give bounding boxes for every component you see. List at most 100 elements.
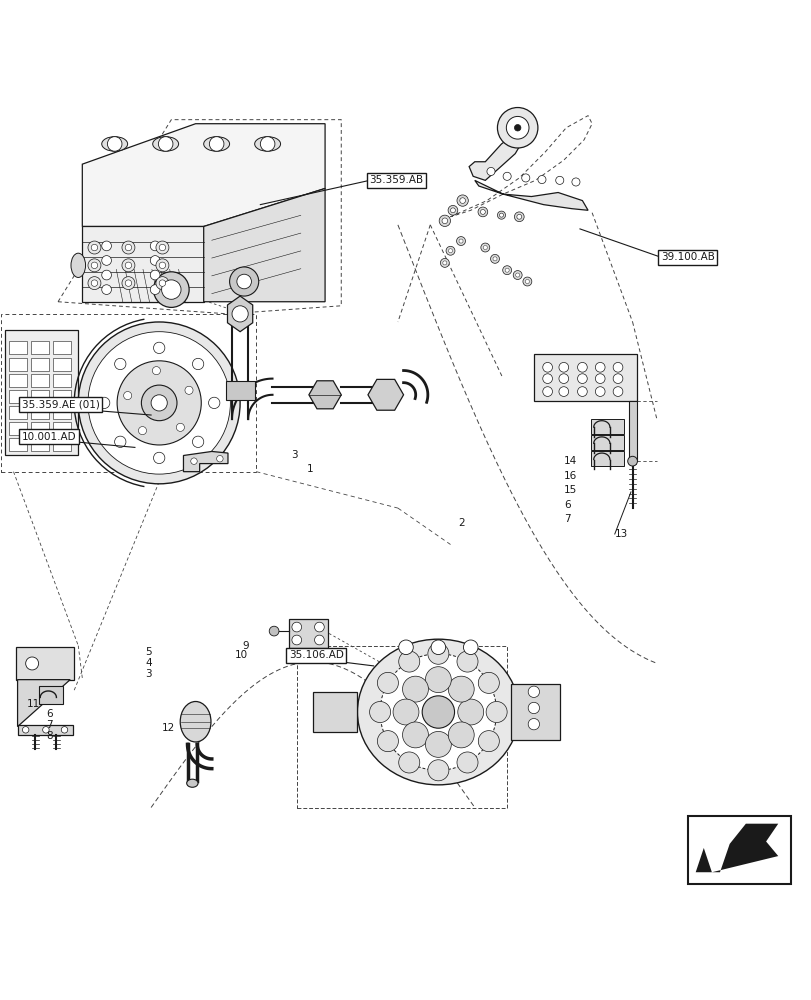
Circle shape [159, 244, 165, 251]
Circle shape [542, 374, 551, 383]
Bar [39, 686, 62, 704]
Bar [225, 381, 255, 400]
Text: 7: 7 [563, 514, 569, 524]
Bar [629, 401, 637, 461]
Circle shape [537, 176, 545, 184]
Bar [590, 419, 624, 434]
Bar [53, 438, 71, 451]
Circle shape [153, 342, 165, 354]
Circle shape [506, 116, 528, 139]
Circle shape [185, 386, 193, 394]
Circle shape [612, 362, 622, 372]
Circle shape [457, 195, 468, 206]
Circle shape [497, 108, 537, 148]
Circle shape [107, 137, 122, 151]
Circle shape [502, 266, 511, 275]
Ellipse shape [152, 137, 178, 151]
Circle shape [459, 198, 465, 203]
Circle shape [457, 651, 478, 672]
Bar [6, 330, 78, 455]
Bar [10, 406, 28, 419]
Circle shape [425, 667, 451, 693]
Circle shape [504, 268, 508, 272]
Circle shape [141, 385, 177, 421]
Bar [296, 646, 507, 808]
Circle shape [422, 696, 454, 728]
Circle shape [497, 211, 505, 219]
Bar [53, 341, 71, 354]
Polygon shape [367, 379, 403, 410]
Bar [53, 422, 71, 435]
Circle shape [442, 261, 446, 265]
Circle shape [156, 277, 169, 290]
Text: 15: 15 [563, 485, 577, 495]
Text: 35.359.AE (01): 35.359.AE (01) [22, 400, 100, 410]
Circle shape [480, 209, 485, 214]
Circle shape [398, 752, 419, 773]
Circle shape [192, 436, 204, 447]
Circle shape [577, 387, 586, 396]
Circle shape [125, 280, 131, 286]
Text: 10: 10 [234, 650, 247, 660]
Circle shape [440, 258, 448, 267]
Polygon shape [183, 451, 228, 472]
Circle shape [43, 727, 49, 733]
Circle shape [448, 722, 474, 748]
Ellipse shape [255, 137, 281, 151]
Bar [10, 341, 28, 354]
Polygon shape [227, 296, 252, 332]
Circle shape [398, 651, 419, 672]
Circle shape [369, 701, 390, 723]
Circle shape [478, 731, 499, 752]
Circle shape [191, 458, 197, 464]
Circle shape [441, 218, 447, 224]
Circle shape [26, 657, 39, 670]
Circle shape [594, 374, 604, 383]
Bar [53, 374, 71, 387]
Circle shape [525, 279, 529, 284]
Circle shape [480, 243, 489, 252]
Circle shape [291, 622, 301, 632]
Polygon shape [204, 188, 324, 302]
Circle shape [439, 215, 450, 226]
Circle shape [456, 237, 465, 245]
Text: 13: 13 [614, 529, 627, 539]
Circle shape [208, 397, 220, 409]
Bar [10, 422, 28, 435]
Polygon shape [82, 124, 324, 226]
Circle shape [594, 387, 604, 396]
Circle shape [612, 374, 622, 383]
Circle shape [577, 362, 586, 372]
Circle shape [156, 241, 169, 254]
Circle shape [91, 280, 97, 286]
Circle shape [101, 241, 111, 251]
Circle shape [114, 436, 126, 447]
Bar [114, 269, 187, 302]
Bar [590, 451, 624, 466]
Circle shape [123, 392, 131, 400]
Circle shape [98, 397, 109, 409]
Circle shape [23, 727, 29, 733]
Circle shape [515, 273, 519, 277]
Circle shape [627, 456, 637, 466]
Circle shape [542, 362, 551, 372]
Circle shape [555, 176, 563, 184]
Text: 35.359.AB: 35.359.AB [369, 175, 423, 185]
Circle shape [91, 262, 97, 269]
Text: 5: 5 [145, 647, 152, 657]
Circle shape [457, 699, 483, 725]
Ellipse shape [71, 253, 85, 277]
Circle shape [151, 395, 167, 411]
Bar [32, 374, 49, 387]
Polygon shape [695, 848, 711, 872]
Text: 8: 8 [46, 731, 53, 741]
Circle shape [377, 731, 398, 752]
Circle shape [483, 245, 487, 250]
Circle shape [425, 731, 451, 757]
Text: 1: 1 [307, 464, 314, 474]
Text: 39.100.AB: 39.100.AB [660, 252, 714, 262]
Circle shape [158, 137, 173, 151]
Circle shape [522, 277, 531, 286]
Circle shape [159, 280, 165, 286]
Polygon shape [474, 180, 587, 210]
